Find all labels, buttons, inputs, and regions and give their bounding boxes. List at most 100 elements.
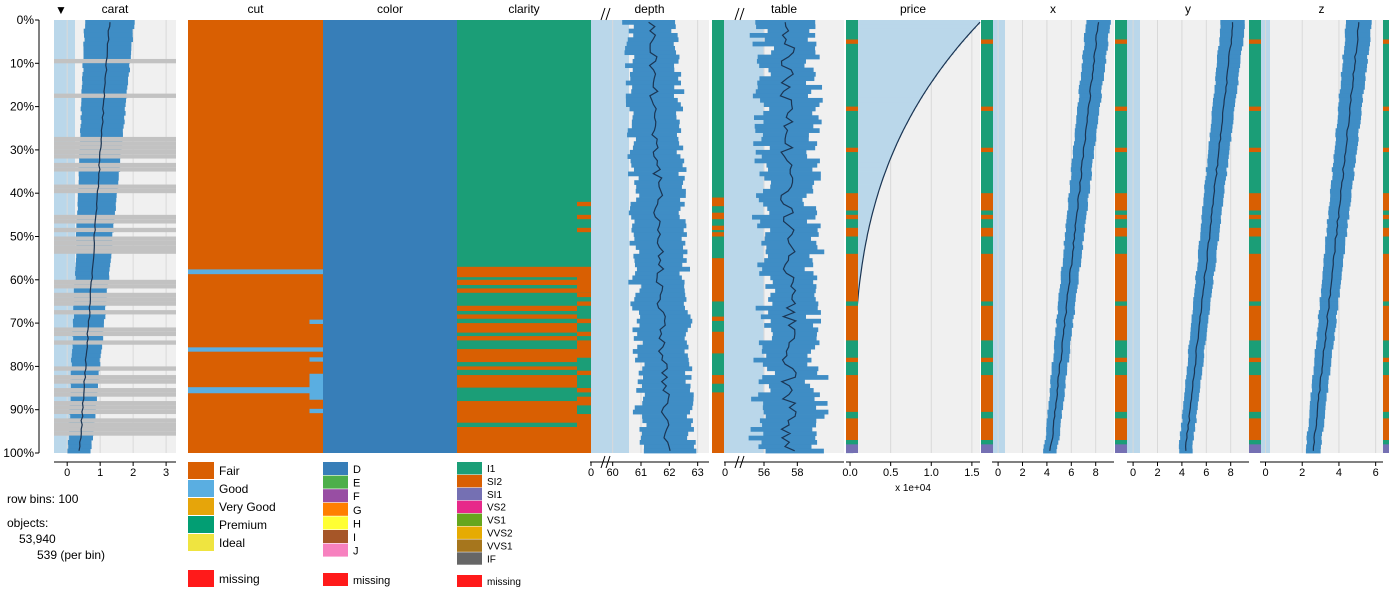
cut-segment-good <box>309 408 323 414</box>
row-axis-tick-label: 40% <box>10 186 34 200</box>
x-axis-tick-label: 8 <box>1093 467 1099 479</box>
gray-bin-row <box>54 219 176 224</box>
x-axis-tick-label: 2 <box>1299 467 1305 479</box>
gray-bin-row <box>54 188 176 194</box>
price-bar <box>846 32 969 38</box>
sd-bar <box>1305 448 1321 454</box>
price-bar <box>846 45 958 51</box>
clarity-strip-si2 <box>981 39 993 44</box>
row-axis-tick-label: 60% <box>10 273 34 287</box>
clarity-strip-si2 <box>981 357 993 363</box>
legend-swatch-ideal <box>188 534 214 551</box>
clarity-strip-si2 <box>1115 253 1127 302</box>
column-header-table: table <box>771 2 797 16</box>
price-bar <box>846 158 890 164</box>
gray-bin-row <box>54 327 176 332</box>
clarity-segment-si2 <box>457 401 577 423</box>
price-bar <box>846 71 938 77</box>
clarity-strip-si2 <box>846 227 858 237</box>
legend-label: VS2 <box>487 503 506 514</box>
legend-swatch-f <box>323 489 348 503</box>
legend-label: SI2 <box>487 477 502 488</box>
legend-label-missing: missing <box>219 572 260 586</box>
clarity-strip-si2 <box>712 331 724 354</box>
clarity-strip-si1 <box>846 444 858 453</box>
row-bins-label: row bins: 100 <box>7 492 79 506</box>
clarity-strip-si2 <box>981 227 993 237</box>
x-axis-tick-label: 0 <box>64 467 70 479</box>
price-bar <box>846 50 954 56</box>
clarity-strip-si2 <box>981 418 993 441</box>
legend-label: VS1 <box>487 516 506 527</box>
legend-swatch-if <box>457 552 482 565</box>
clarity-segment-si2 <box>457 288 577 293</box>
clarity-strip-si2 <box>1249 193 1261 211</box>
row-axis-tick-label: 10% <box>10 56 34 70</box>
sort-indicator-icon[interactable]: ▼ <box>55 3 67 17</box>
price-bar <box>846 132 902 138</box>
cut-segment-good <box>309 357 323 362</box>
clarity-strip-si2 <box>712 392 724 453</box>
clarity-strip <box>1383 20 1389 453</box>
cut-segment-fair <box>188 20 323 453</box>
clarity-strip-si2 <box>981 214 993 220</box>
clarity-segment-si2 <box>577 340 591 358</box>
row-axis-tick-label: 20% <box>10 100 34 114</box>
clarity-strip-si2 <box>846 253 858 302</box>
row-axis-tick-label: 70% <box>10 316 34 330</box>
x-axis-tick-label: 0.0 <box>842 467 857 479</box>
price-bar <box>846 102 918 107</box>
clarity-segment-si2 <box>577 370 591 376</box>
cut-segment-good <box>309 319 323 324</box>
clarity-strip-si2 <box>1115 305 1127 341</box>
x-axis-z: 0 2 4 6 <box>1260 461 1383 479</box>
price-bar <box>846 219 871 224</box>
clarity-strip-si2 <box>712 197 724 207</box>
price-bar <box>846 175 884 181</box>
clarity-strip-si2 <box>1383 418 1389 441</box>
sd-bar <box>67 448 91 454</box>
legend-label: Good <box>219 482 248 496</box>
clarity-strip-si2 <box>846 375 858 412</box>
price-bar <box>846 119 908 125</box>
legend-label: Very Good <box>219 500 276 514</box>
x-axis-tick-label: 61 <box>635 467 647 479</box>
price-bar <box>846 54 951 60</box>
column-clarity: clarity <box>457 2 591 453</box>
legend-label: IF <box>487 554 496 565</box>
price-bar <box>846 97 920 103</box>
price-bar <box>846 128 904 133</box>
x-axis-tick-label: 56 <box>758 467 770 479</box>
clarity-strip-si2 <box>1383 147 1389 153</box>
legend-label: I1 <box>487 464 496 475</box>
clarity-strip-si2 <box>1249 418 1261 441</box>
clarity-strip-si2 <box>846 305 858 341</box>
clarity-strip-si2 <box>1115 375 1127 412</box>
price-bar <box>846 193 878 198</box>
clarity-strip-si2 <box>1249 39 1261 44</box>
row-axis-tick-label: 30% <box>10 143 34 157</box>
x-axis-tick-label: 58 <box>791 467 803 479</box>
legend-label: Ideal <box>219 536 245 550</box>
x-axis-table: 56 58 0 <box>722 461 844 479</box>
gray-bin-row <box>54 240 176 246</box>
price-bar <box>846 210 873 216</box>
gray-bin-row <box>54 405 176 410</box>
clarity-strip-si2 <box>712 258 724 302</box>
clarity-segment-si2 <box>577 301 591 306</box>
row-axis-tick-label: 0% <box>17 13 35 27</box>
gray-bin-row <box>54 401 176 406</box>
clarity-segment-si2 <box>577 388 591 393</box>
clarity-segment-si2 <box>457 323 577 333</box>
x-axis-tick-label: 2 <box>130 467 136 479</box>
clarity-segment-si2 <box>577 414 591 453</box>
price-bar <box>846 28 972 34</box>
x-axis-price: 0.0 0.5 1.0 1.5 <box>842 461 980 479</box>
gray-bin-row <box>54 141 176 146</box>
x-axis-tick-label: 0.5 <box>883 467 898 479</box>
clarity-segment-si2 <box>577 227 591 233</box>
price-bar <box>846 145 896 151</box>
x-axis-tick-label: 2 <box>1019 467 1025 479</box>
legend-swatch-missing <box>457 575 482 587</box>
legend-label: J <box>353 546 359 558</box>
